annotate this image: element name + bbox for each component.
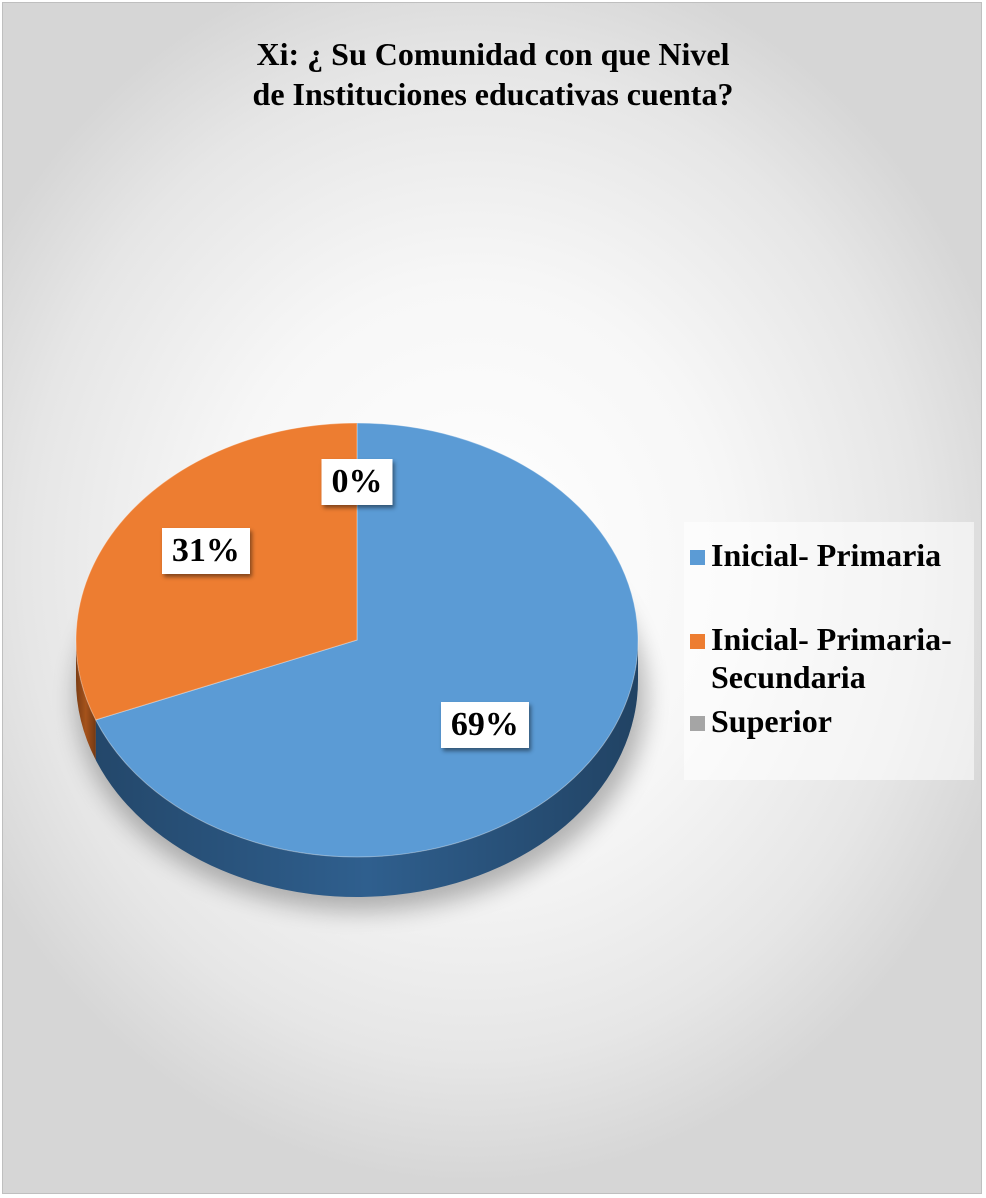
data-label-inicial-primaria-secundaria: 31% bbox=[161, 527, 250, 574]
data-label-superior: 0% bbox=[321, 458, 393, 505]
chart-title-line-2: de Instituciones educativas cuenta? bbox=[252, 76, 734, 112]
legend-label-inicial-primaria-secundaria-line-1: Inicial- Primaria- bbox=[711, 621, 952, 657]
legend: Inicial- Primaria Inicial- Primaria- Sec… bbox=[684, 522, 974, 780]
legend-item-superior: Superior bbox=[690, 702, 961, 740]
pie-slice-inicial-primaria bbox=[95, 422, 639, 858]
pie-side-shade-inicial-primaria bbox=[95, 640, 639, 898]
legend-item-inicial-primaria-secundaria: Inicial- Primaria- Secundaria bbox=[690, 620, 961, 696]
legend-item-inicial-primaria: Inicial- Primaria bbox=[690, 536, 961, 574]
pie-side-shade-inicial-primaria-secundaria bbox=[76, 640, 96, 760]
legend-label-inicial-primaria-secundaria-line-2: Secundaria bbox=[711, 659, 866, 695]
legend-label-inicial-primaria: Inicial- Primaria bbox=[711, 537, 942, 573]
chart-title-line-1: Xi: ¿ Su Comunidad con que Nivel bbox=[256, 36, 730, 72]
legend-label-superior: Superior bbox=[711, 703, 832, 739]
data-label-inicial-primaria: 69% bbox=[440, 702, 529, 749]
legend-swatch-inicial-primaria-secundaria bbox=[690, 634, 705, 649]
legend-swatch-superior bbox=[690, 716, 705, 731]
chart-title: Xi: ¿ Su Comunidad con que Nivel de Inst… bbox=[0, 34, 986, 114]
legend-swatch-inicial-primaria bbox=[690, 550, 705, 565]
